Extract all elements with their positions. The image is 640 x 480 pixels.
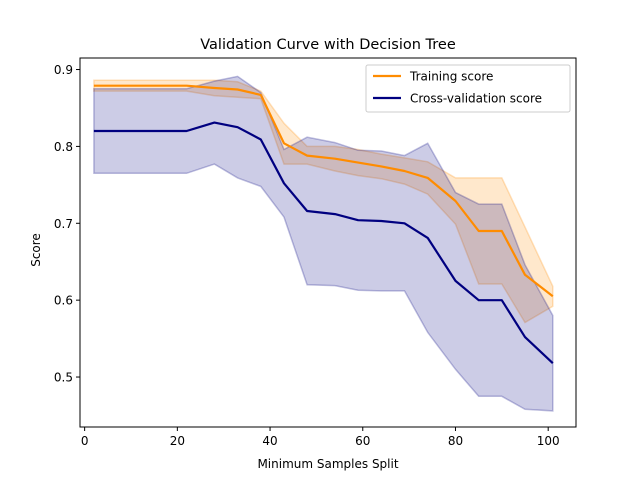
band-series-0 [93,79,554,324]
x-tick-label: 0 [81,434,89,448]
legend-frame [365,64,571,113]
y-tick-label: 0.9 [54,63,73,77]
plot-frame [79,57,577,428]
line-series-0 [93,84,554,298]
series-lines [93,84,554,365]
x-tick-label: 40 [262,434,277,448]
x-tick-label: 80 [448,434,463,448]
y-tick-label: 0.5 [54,371,73,385]
y-axis-label: Score [29,233,43,267]
confidence-bands [93,75,554,412]
y-tick-label: 0.6 [54,294,73,308]
legend-label-cross-validation: Cross-validation score [410,92,542,106]
legend: Training score Cross-validation score [365,64,571,113]
x-tick-label: 20 [170,434,185,448]
y-tick-label: 0.8 [54,140,73,154]
y-tick-label: 0.7 [54,217,73,231]
x-tick-label: 60 [355,434,370,448]
x-axis-label: Minimum Samples Split [257,457,398,471]
band-series-1 [93,75,554,412]
legend-label-training: Training score [409,70,493,84]
axes: 0 20 40 60 80 100 0.5 0.6 0.7 0.8 0.9 [54,57,577,448]
line-series-1 [93,121,554,365]
x-tick-label: 100 [537,434,560,448]
chart-title: Validation Curve with Decision Tree [200,37,456,53]
